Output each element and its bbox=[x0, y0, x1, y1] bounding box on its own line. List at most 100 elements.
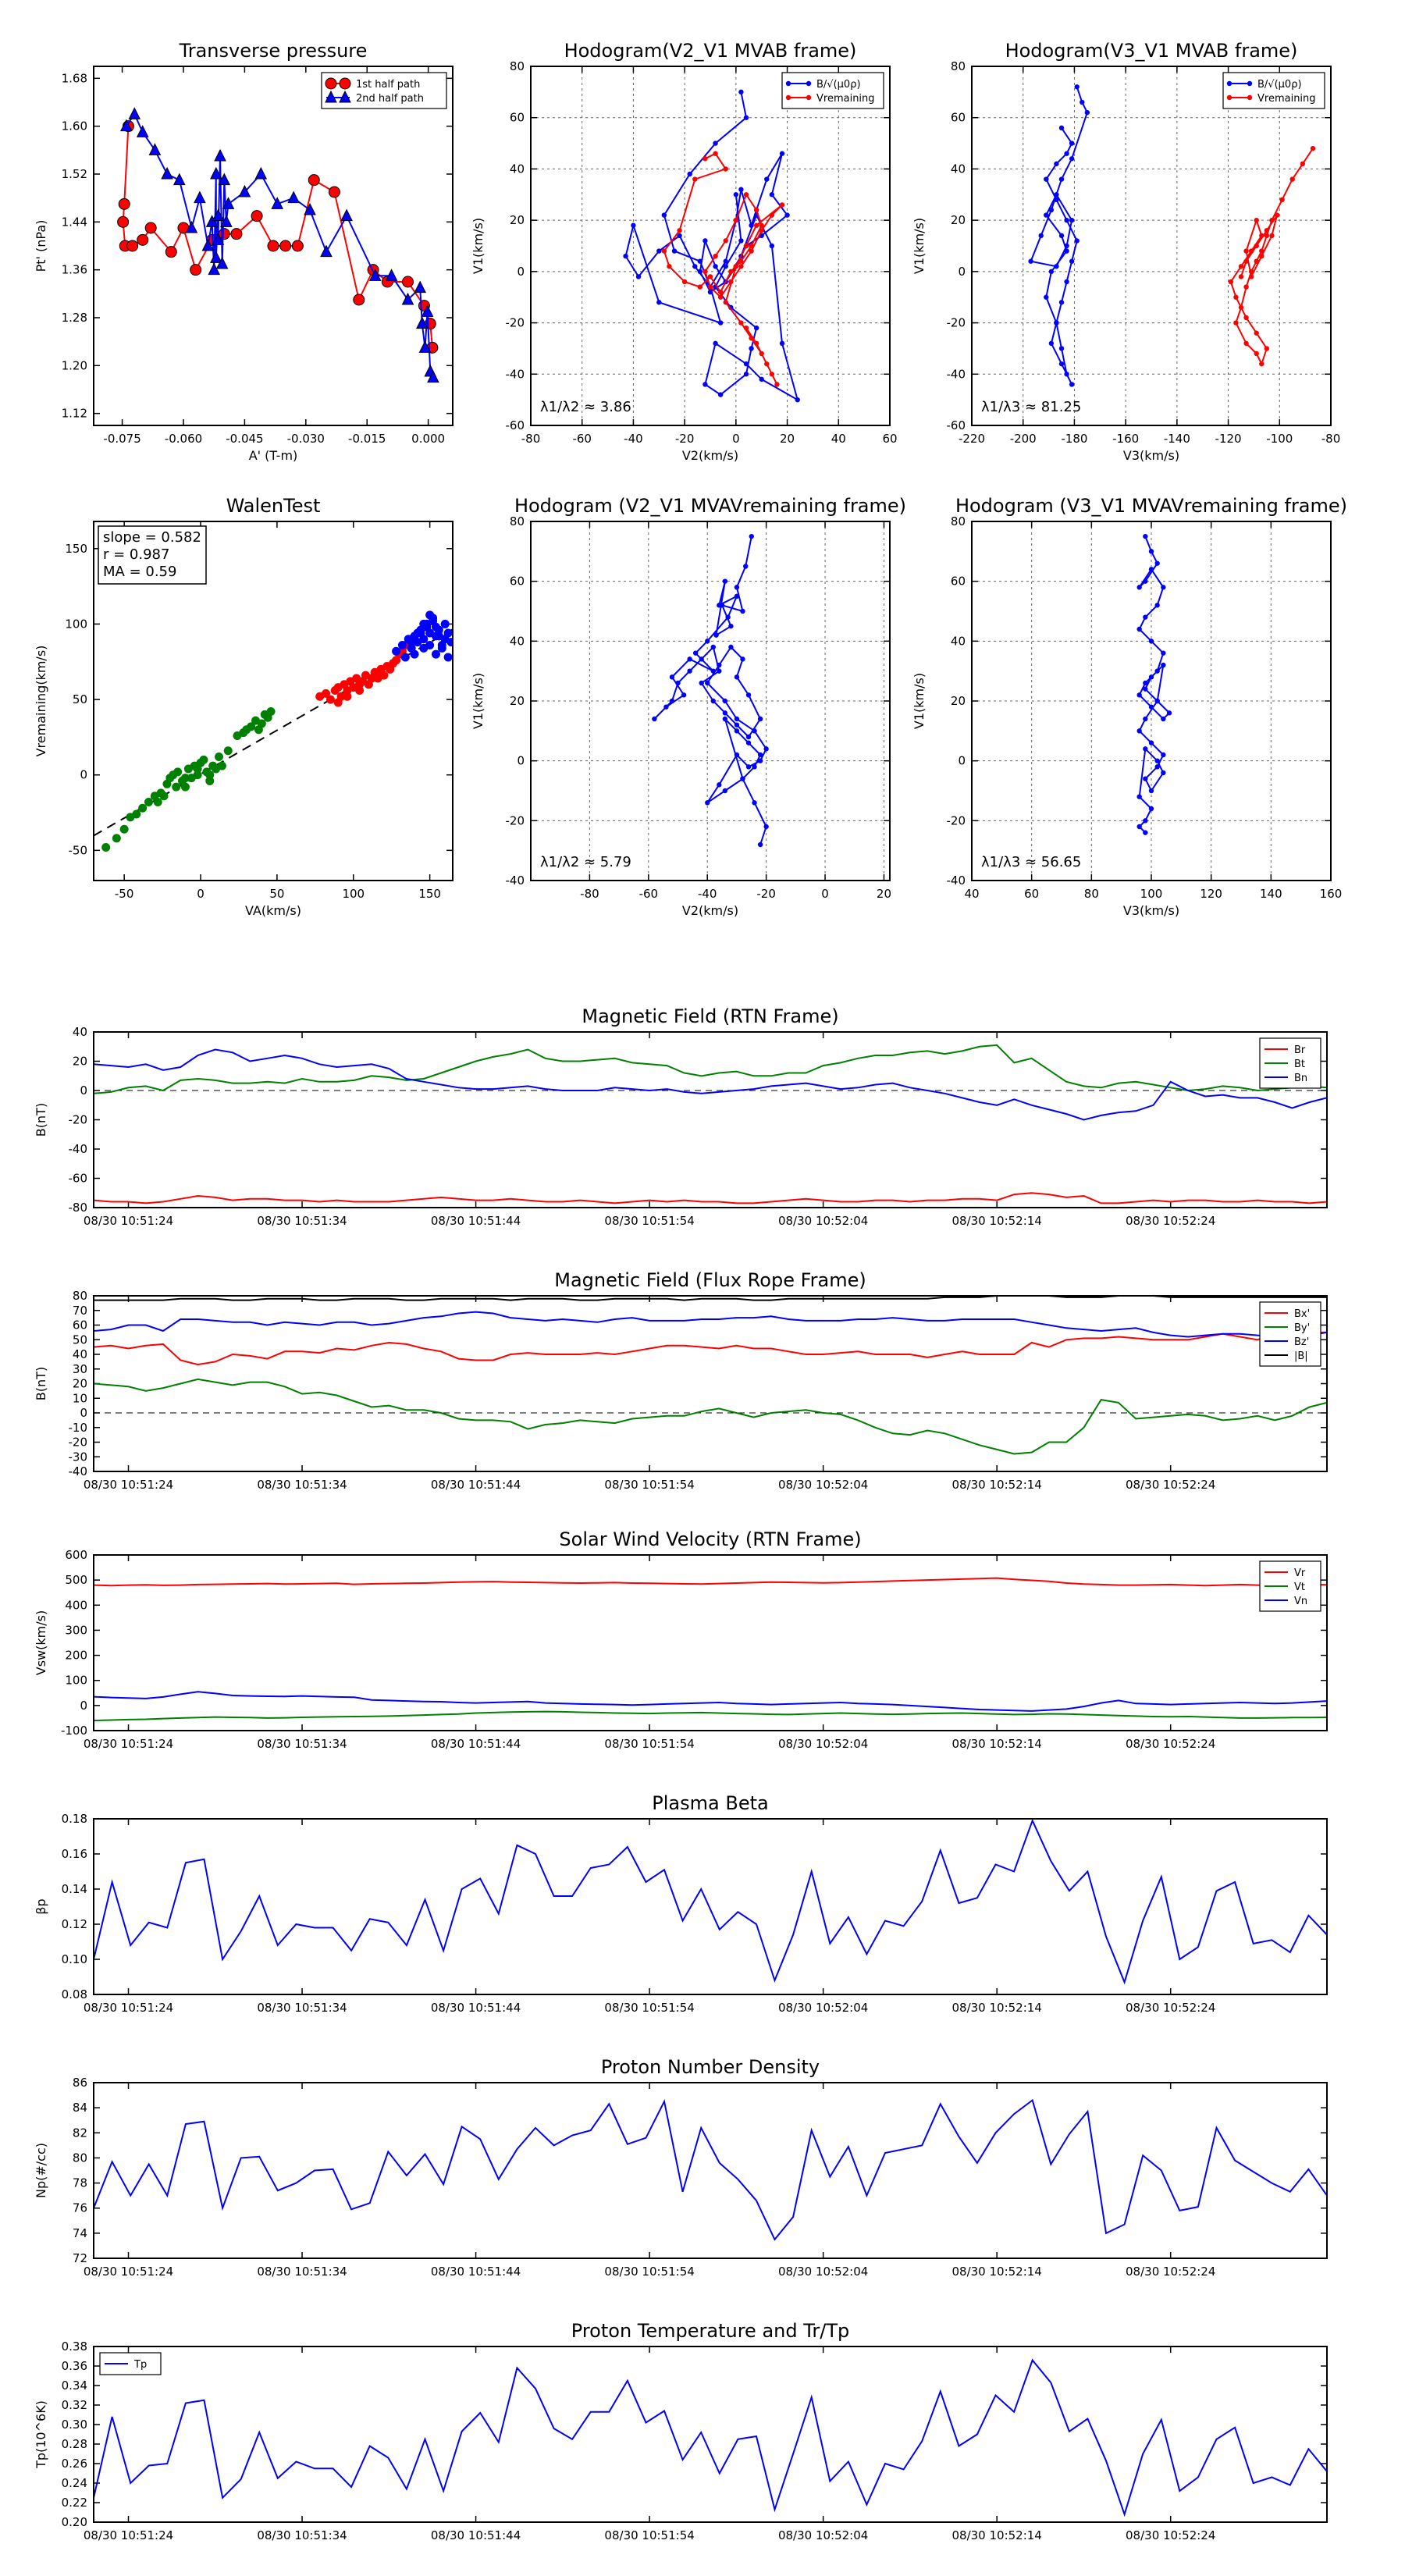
plot-area bbox=[94, 2358, 1327, 2517]
chart-panel-2: Hodogram(V2_V1 MVAB frame) -60 -40 -20 0 20 40… bbox=[471, 40, 898, 463]
series-vremaining-line bbox=[1229, 148, 1314, 366]
y-tick-label: 84 bbox=[73, 2101, 87, 2115]
series-main-point bbox=[663, 704, 669, 710]
series-main-point bbox=[745, 734, 752, 740]
y-tick-label: 60 bbox=[510, 111, 525, 125]
legend-marker bbox=[1226, 94, 1232, 101]
y-tick-label: 80 bbox=[510, 59, 525, 73]
x-tick-label: -80 bbox=[580, 887, 599, 901]
y-tick-label: -60 bbox=[506, 418, 525, 432]
x-axis-label: VA(km/s) bbox=[245, 903, 301, 918]
series-vremaining-point bbox=[1259, 253, 1264, 259]
series-red-point bbox=[343, 692, 352, 701]
y-tick-label: 72 bbox=[73, 2251, 87, 2265]
series-1st-half-path-point bbox=[230, 228, 243, 240]
series-b-0--point bbox=[1048, 269, 1055, 275]
series-vremaining-point bbox=[1238, 304, 1244, 311]
series-main-point bbox=[1148, 704, 1154, 710]
series-2nd-half-path-point bbox=[271, 197, 284, 209]
plot-frame bbox=[93, 1554, 1328, 1731]
series-vremaining-point bbox=[681, 279, 688, 285]
x-tick-label: 08/30 10:51:44 bbox=[431, 1478, 521, 1492]
x-tick-label: 50 bbox=[269, 887, 284, 901]
y-tick-label: 0 bbox=[958, 265, 966, 279]
series-main-point bbox=[1161, 716, 1166, 722]
series-b-0--point bbox=[1058, 300, 1065, 305]
series-main-point bbox=[705, 680, 710, 686]
series-main-point bbox=[757, 758, 763, 763]
series-b-0--point bbox=[769, 192, 775, 197]
series-vr-line bbox=[94, 1577, 1327, 1587]
series-vremaining-point bbox=[1274, 212, 1280, 218]
series-vremaining-point bbox=[1243, 258, 1249, 264]
x-tick-label: -0.060 bbox=[165, 432, 202, 446]
series-vremaining-point bbox=[743, 243, 749, 249]
x-tick-label: 08/30 10:51:44 bbox=[431, 1737, 521, 1751]
x-tick-label: -40 bbox=[698, 887, 717, 901]
y-tick-label: 80 bbox=[951, 514, 966, 528]
series-vremaining-point bbox=[753, 222, 759, 228]
series-1st-half-path-point bbox=[328, 186, 340, 198]
x-tick-label: 140 bbox=[1260, 887, 1282, 901]
series-red-point bbox=[325, 695, 335, 704]
x-tick-label: -120 bbox=[1215, 432, 1242, 446]
series-b-0--point bbox=[743, 372, 749, 377]
x-tick-label: 08/30 10:52:24 bbox=[1126, 1214, 1215, 1228]
y-tick-label: 500 bbox=[65, 1573, 87, 1587]
series-blue-point bbox=[400, 653, 410, 662]
x-tick-label: -0.045 bbox=[226, 432, 263, 446]
legend-marker bbox=[806, 94, 812, 101]
series-blue-point bbox=[425, 640, 435, 649]
chart-panel-4: WalenTest -50 0 50 100 150 -50 0 50 100 150 VA(km/s… bbox=[34, 495, 454, 918]
y-tick-label: -40 bbox=[506, 873, 525, 888]
chart-panel-5: Hodogram (V2_V1 MVAVremaining frame) -40 -… bbox=[471, 495, 906, 918]
x-tick-label: 08/30 10:51:24 bbox=[84, 2001, 173, 2015]
series-b-0--point bbox=[1069, 156, 1075, 162]
legend: Vr Vt Vn bbox=[1259, 1560, 1321, 1612]
x-tick-label: 100 bbox=[342, 887, 365, 901]
y-axis-label: B(nT) bbox=[34, 1367, 48, 1400]
series-b-0--point bbox=[1064, 217, 1069, 223]
y-axis-label: V1(km/s) bbox=[912, 218, 927, 274]
series-vremaining-point bbox=[697, 284, 703, 290]
y-tick-label: 80 bbox=[73, 1289, 87, 1303]
x-tick-label: -80 bbox=[521, 432, 541, 446]
x-tick-label: 08/30 10:51:24 bbox=[84, 2528, 173, 2542]
y-tick-label: 1.60 bbox=[62, 119, 87, 133]
legend: Bx' By' Bz' |B| bbox=[1259, 1301, 1321, 1367]
series-main-point bbox=[757, 716, 763, 722]
series-main-point bbox=[722, 716, 728, 722]
x-tick-label: 08/30 10:52:04 bbox=[778, 1214, 868, 1228]
series-main-point bbox=[722, 710, 728, 716]
series-vremaining-point bbox=[1289, 176, 1295, 182]
series-1st-half-path-line bbox=[122, 126, 433, 348]
series-vremaining-point bbox=[733, 217, 739, 223]
chart-title: Hodogram (V2_V1 MVAVremaining frame) bbox=[514, 495, 906, 517]
series-2nd-half-path-point bbox=[208, 262, 221, 276]
legend-label: Bx' bbox=[1294, 1308, 1310, 1320]
y-tick-label: 300 bbox=[65, 1623, 87, 1637]
y-axis-label: B(nT) bbox=[34, 1103, 48, 1137]
series-main-point bbox=[717, 603, 722, 608]
x-tick-label: 160 bbox=[1320, 887, 1343, 901]
series-green-point bbox=[205, 770, 215, 780]
x-tick-label: -80 bbox=[1321, 432, 1341, 446]
series-b-0--point bbox=[687, 171, 692, 177]
y-tick-label: 0.24 bbox=[62, 2476, 87, 2490]
series-main-point bbox=[1143, 680, 1148, 686]
series-main-point bbox=[717, 782, 722, 788]
plot-area bbox=[1136, 533, 1172, 835]
y-axis-label: V1(km/s) bbox=[912, 673, 927, 729]
x-tick-label: -50 bbox=[115, 887, 134, 901]
series-2nd-half-path-point bbox=[238, 184, 251, 197]
series-main-point bbox=[1154, 603, 1160, 608]
plot-frame bbox=[530, 521, 891, 881]
x-tick-label: 08/30 10:52:24 bbox=[1126, 2001, 1215, 2015]
ratio-annotation: λ1/λ3 ≈ 56.65 bbox=[981, 854, 1081, 870]
stats-box bbox=[98, 525, 207, 585]
plot-area bbox=[94, 610, 453, 852]
series-green-point bbox=[138, 803, 148, 813]
legend-marker bbox=[785, 80, 791, 87]
y-tick-label: 40 bbox=[73, 1025, 87, 1039]
legend-marker bbox=[806, 80, 812, 87]
